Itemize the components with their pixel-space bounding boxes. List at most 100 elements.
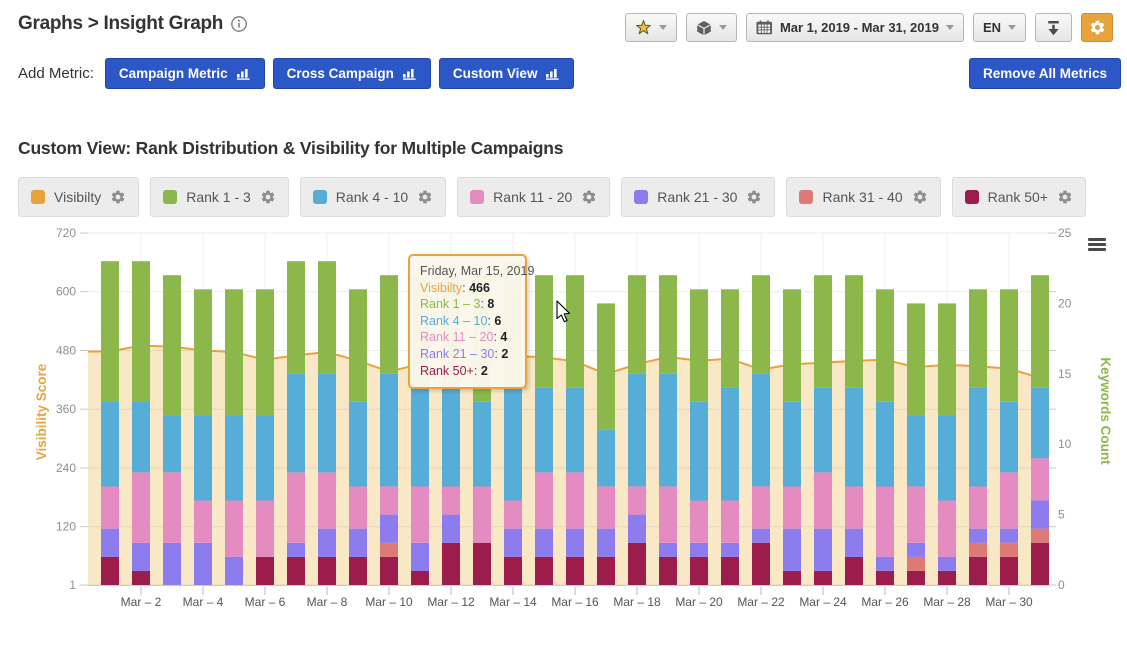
bar-segment[interactable] xyxy=(814,472,832,529)
bar-segment[interactable] xyxy=(752,542,770,585)
bar-segment[interactable] xyxy=(349,486,367,529)
bar-segment[interactable] xyxy=(876,556,894,571)
bar-segment[interactable] xyxy=(442,387,460,487)
bar-segment[interactable] xyxy=(380,373,398,487)
bar-segment[interactable] xyxy=(194,542,212,585)
bar-segment[interactable] xyxy=(659,373,677,487)
download-button[interactable] xyxy=(1035,13,1072,42)
bar-segment[interactable] xyxy=(628,275,646,374)
bar-segment[interactable] xyxy=(690,556,708,585)
legend-chip-rank-21-30[interactable]: Rank 21 - 30 xyxy=(621,177,776,217)
bar-segment[interactable] xyxy=(535,387,553,473)
bar-segment[interactable] xyxy=(907,486,925,543)
bar-segment[interactable] xyxy=(876,402,894,487)
bar-segment[interactable] xyxy=(783,570,801,585)
bar-segment[interactable] xyxy=(225,556,243,585)
legend-chip-rank-50-[interactable]: Rank 50+ xyxy=(951,177,1086,217)
bar-segment[interactable] xyxy=(566,528,584,557)
bar-segment[interactable] xyxy=(814,387,832,473)
bar-segment[interactable] xyxy=(163,542,181,585)
bar-segment[interactable] xyxy=(969,486,987,529)
language-button[interactable]: EN xyxy=(972,13,1026,42)
bar-segment[interactable] xyxy=(535,472,553,529)
bar-segment[interactable] xyxy=(969,387,987,487)
bar-segment[interactable] xyxy=(752,486,770,529)
bar-segment[interactable] xyxy=(101,261,119,402)
legend-chip-rank-31-40[interactable]: Rank 31 - 40 xyxy=(786,177,941,217)
bar-segment[interactable] xyxy=(659,556,677,585)
bar-segment[interactable] xyxy=(969,289,987,388)
bar-segment[interactable] xyxy=(845,528,863,557)
bar-segment[interactable] xyxy=(845,486,863,529)
bar-segment[interactable] xyxy=(1031,542,1049,585)
bar-segment[interactable] xyxy=(349,402,367,487)
bar-segment[interactable] xyxy=(814,275,832,388)
bar-segment[interactable] xyxy=(473,542,491,585)
bar-segment[interactable] xyxy=(721,500,739,543)
info-icon[interactable] xyxy=(230,15,248,33)
bar-segment[interactable] xyxy=(535,528,553,557)
bar-segment[interactable] xyxy=(814,528,832,571)
bar-segment[interactable] xyxy=(938,500,956,557)
bar-segment[interactable] xyxy=(287,261,305,374)
legend-chip-rank-4-10[interactable]: Rank 4 - 10 xyxy=(299,177,447,217)
bar-segment[interactable] xyxy=(969,528,987,543)
bar-segment[interactable] xyxy=(845,387,863,487)
cross-campaign-button[interactable]: Cross Campaign xyxy=(272,58,431,89)
bar-segment[interactable] xyxy=(814,570,832,585)
bar-segment[interactable] xyxy=(597,528,615,557)
bar-segment[interactable] xyxy=(504,500,522,529)
bar-segment[interactable] xyxy=(194,289,212,416)
bar-segment[interactable] xyxy=(876,289,894,402)
bar-segment[interactable] xyxy=(969,556,987,585)
bar-segment[interactable] xyxy=(318,261,336,374)
bar-segment[interactable] xyxy=(101,528,119,557)
bar-segment[interactable] xyxy=(287,472,305,543)
custom-view-button[interactable]: Custom View xyxy=(438,58,575,89)
bar-segment[interactable] xyxy=(256,416,274,501)
package-button[interactable] xyxy=(685,13,737,42)
bar-segment[interactable] xyxy=(907,416,925,487)
bar-segment[interactable] xyxy=(256,556,274,585)
bar-segment[interactable] xyxy=(907,570,925,585)
bar-segment[interactable] xyxy=(1000,528,1018,543)
bar-segment[interactable] xyxy=(628,514,646,543)
bar-segment[interactable] xyxy=(752,275,770,374)
bar-segment[interactable] xyxy=(783,402,801,487)
bar-segment[interactable] xyxy=(380,556,398,585)
bar-segment[interactable] xyxy=(907,556,925,571)
bar-segment[interactable] xyxy=(535,275,553,388)
bar-segment[interactable] xyxy=(690,289,708,402)
bar-segment[interactable] xyxy=(535,556,553,585)
bar-segment[interactable] xyxy=(566,556,584,585)
remove-all-metrics-button[interactable]: Remove All Metrics xyxy=(968,58,1121,89)
campaign-metric-button[interactable]: Campaign Metric xyxy=(104,58,265,89)
bar-segment[interactable] xyxy=(132,261,150,402)
bar-segment[interactable] xyxy=(1000,542,1018,557)
legend-chip-rank-11-20[interactable]: Rank 11 - 20 xyxy=(457,177,611,217)
bar-segment[interactable] xyxy=(783,289,801,402)
bar-segment[interactable] xyxy=(1000,556,1018,585)
bar-segment[interactable] xyxy=(1031,275,1049,388)
bar-segment[interactable] xyxy=(318,373,336,473)
bar-segment[interactable] xyxy=(225,289,243,416)
bar-segment[interactable] xyxy=(442,514,460,543)
bar-segment[interactable] xyxy=(938,303,956,416)
bar-segment[interactable] xyxy=(1000,289,1018,402)
bar-segment[interactable] xyxy=(907,303,925,416)
bar-segment[interactable] xyxy=(287,556,305,585)
bar-segment[interactable] xyxy=(845,556,863,585)
bar-segment[interactable] xyxy=(721,289,739,388)
bar-segment[interactable] xyxy=(318,472,336,529)
bar-segment[interactable] xyxy=(473,402,491,487)
bar-segment[interactable] xyxy=(938,416,956,501)
bar-segment[interactable] xyxy=(659,486,677,543)
bar-segment[interactable] xyxy=(287,373,305,473)
bar-segment[interactable] xyxy=(132,472,150,543)
bar-segment[interactable] xyxy=(349,528,367,557)
bar-segment[interactable] xyxy=(163,416,181,473)
bar-segment[interactable] xyxy=(349,289,367,402)
bar-segment[interactable] xyxy=(597,486,615,529)
bar-segment[interactable] xyxy=(566,472,584,529)
bar-segment[interactable] xyxy=(318,556,336,585)
